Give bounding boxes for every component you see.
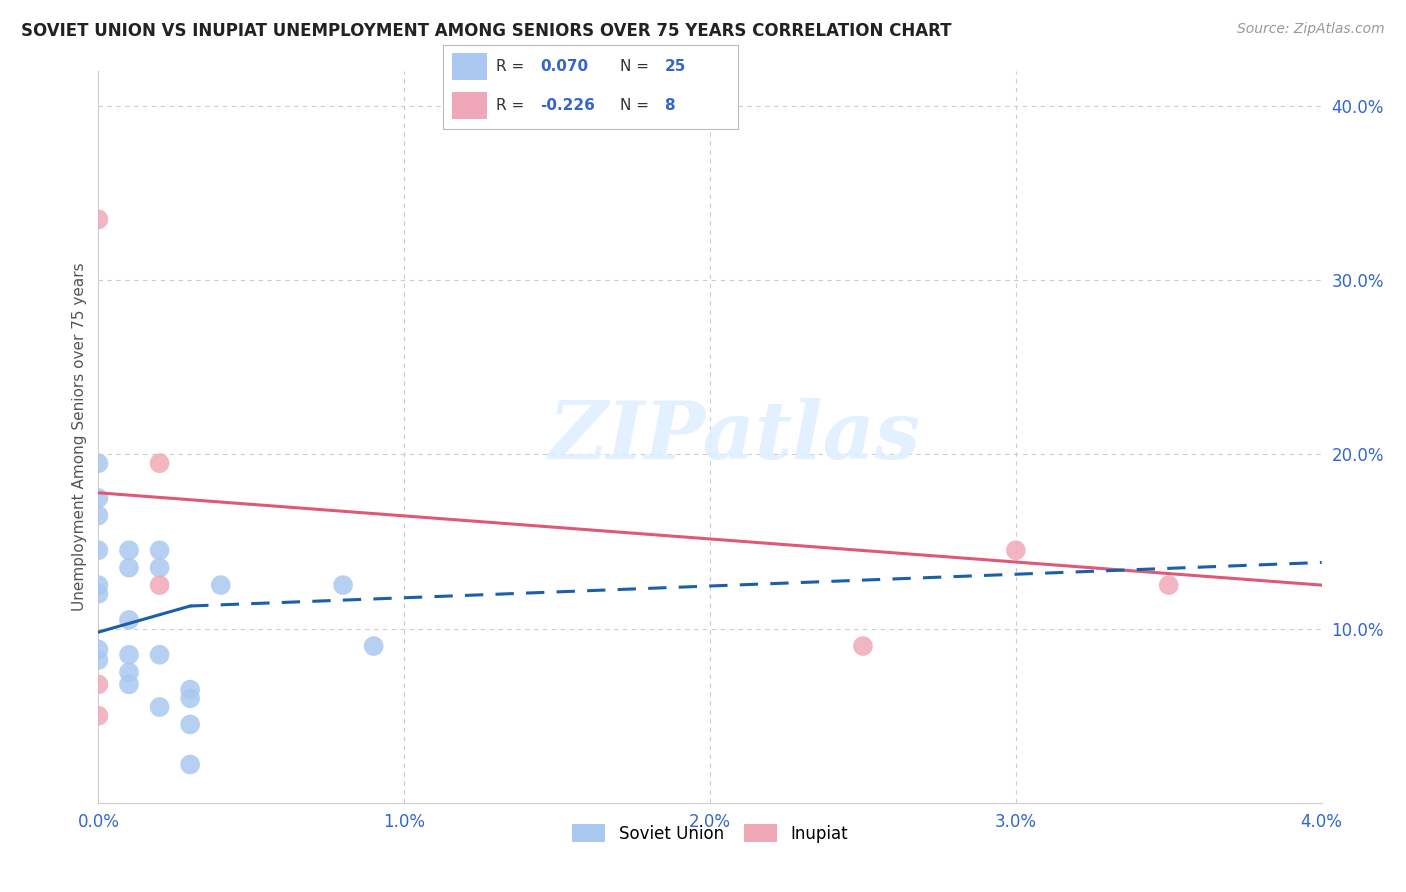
Point — [332, 578, 354, 592]
Point — [87, 508, 110, 523]
Point — [363, 639, 385, 653]
Bar — [451, 92, 486, 120]
Point — [149, 700, 172, 714]
Point — [1157, 578, 1180, 592]
Y-axis label: Unemployment Among Seniors over 75 years: Unemployment Among Seniors over 75 years — [72, 263, 87, 611]
Text: R =: R = — [496, 98, 529, 113]
Point — [118, 560, 141, 574]
Text: 8: 8 — [665, 98, 675, 113]
Point — [149, 456, 172, 470]
Point — [118, 613, 141, 627]
Point — [87, 543, 110, 558]
Point — [87, 653, 110, 667]
Point — [179, 717, 201, 731]
Text: ZIPatlas: ZIPatlas — [548, 399, 921, 475]
Point — [118, 543, 141, 558]
Text: Source: ZipAtlas.com: Source: ZipAtlas.com — [1237, 22, 1385, 37]
Point — [179, 682, 201, 697]
Point — [87, 212, 110, 227]
Point — [1004, 543, 1026, 558]
Point — [852, 639, 875, 653]
Point — [87, 708, 110, 723]
Point — [179, 757, 201, 772]
Point — [87, 491, 110, 505]
Text: N =: N = — [620, 59, 654, 74]
Point — [149, 560, 172, 574]
Point — [149, 578, 172, 592]
Point — [87, 456, 110, 470]
Text: -0.226: -0.226 — [540, 98, 595, 113]
Bar — [451, 54, 486, 80]
Point — [179, 691, 201, 706]
Point — [209, 578, 232, 592]
Point — [118, 648, 141, 662]
Point — [87, 677, 110, 691]
Point — [118, 677, 141, 691]
Text: 0.070: 0.070 — [540, 59, 589, 74]
Legend: Soviet Union, Inupiat: Soviet Union, Inupiat — [565, 818, 855, 849]
Point — [118, 665, 141, 680]
Point — [149, 543, 172, 558]
Text: SOVIET UNION VS INUPIAT UNEMPLOYMENT AMONG SENIORS OVER 75 YEARS CORRELATION CHA: SOVIET UNION VS INUPIAT UNEMPLOYMENT AMO… — [21, 22, 952, 40]
Text: 25: 25 — [665, 59, 686, 74]
Point — [87, 642, 110, 657]
Point — [87, 587, 110, 601]
Text: R =: R = — [496, 59, 529, 74]
Point — [149, 648, 172, 662]
Point — [87, 578, 110, 592]
Text: N =: N = — [620, 98, 654, 113]
